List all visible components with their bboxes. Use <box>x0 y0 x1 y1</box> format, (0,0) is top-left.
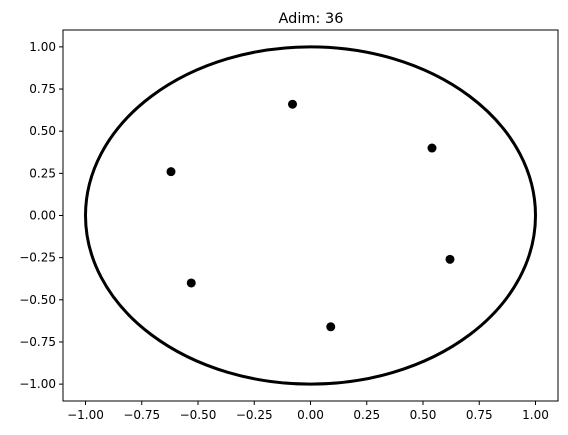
x-tick-label: 0.25 <box>353 408 380 422</box>
unit-circle <box>84 45 537 386</box>
x-tick-label: 0.50 <box>410 408 437 422</box>
y-tick-label: −1.00 <box>19 377 56 391</box>
x-tick-label: −0.25 <box>236 408 273 422</box>
axes-frame <box>62 29 559 402</box>
y-tick-label: 1.00 <box>29 40 56 54</box>
y-tick-label: 0.25 <box>29 166 56 180</box>
scatter-point-4 <box>445 254 455 264</box>
x-tick-label: 0.75 <box>466 408 493 422</box>
x-tick-label: −0.75 <box>123 408 160 422</box>
x-tick-label: 1.00 <box>522 408 549 422</box>
y-tick-label: 0.75 <box>29 82 56 96</box>
chart-title: Adim: 36 <box>279 11 344 27</box>
y-tick-label: −0.50 <box>19 293 56 307</box>
scatter-point-3 <box>166 167 176 177</box>
x-tick-label: 0.00 <box>297 408 324 422</box>
x-axis: −1.00 −0.75 −0.50 −0.25 0.00 0.25 0.50 0.75 1.00 <box>67 401 549 422</box>
x-tick-label: −1.00 <box>67 408 104 422</box>
scatter-point-6 <box>326 322 336 332</box>
scatter-point-1 <box>288 99 297 109</box>
y-axis: −1.00 −0.75 −0.50 −0.25 0.00 0.25 0.50 0.75 1.00 <box>19 40 63 391</box>
scatter-point-5 <box>186 278 196 288</box>
plot-area <box>84 45 537 386</box>
y-tick-label: −0.25 <box>19 251 56 265</box>
y-tick-label: 0.50 <box>29 124 56 138</box>
x-tick-label: −0.50 <box>180 408 217 422</box>
scatter-point-2 <box>427 143 437 153</box>
y-tick-label: 0.00 <box>29 209 56 223</box>
y-tick-label: −0.75 <box>19 335 56 349</box>
